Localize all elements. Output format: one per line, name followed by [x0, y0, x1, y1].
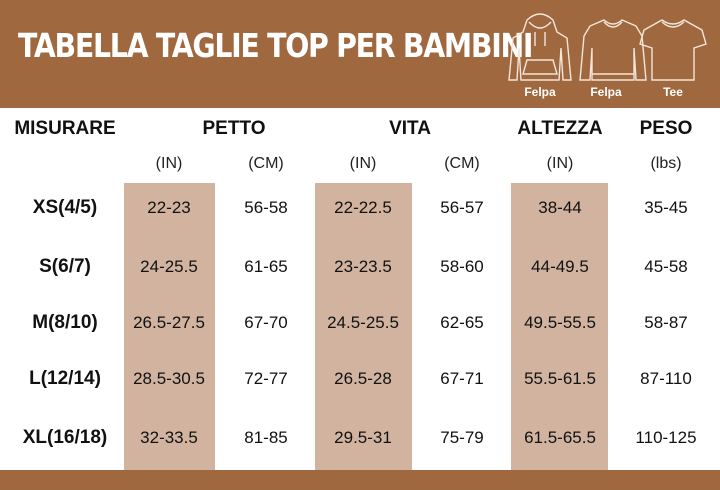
shaded-column-petto-in: [124, 183, 215, 470]
size-label: L(12/14): [29, 368, 101, 389]
table-cell: 26.5-28: [334, 369, 392, 388]
table-cell: 26.5-27.5: [133, 313, 205, 332]
table-cell: 32-33.5: [140, 428, 198, 447]
table-cell: 35-45: [644, 198, 688, 217]
table-cell: 56-57: [440, 198, 484, 217]
table-cell: 87-110: [640, 369, 692, 388]
table-cell: 24.5-25.5: [327, 313, 399, 332]
chart-title: TABELLA TAGLIE TOP PER BAMBINI: [18, 26, 533, 65]
size-label: XL(16/18): [22, 427, 108, 448]
table-cell: 58-60: [440, 257, 484, 276]
table-cell: 61-65: [244, 257, 288, 276]
table-cell: 38-44: [538, 198, 582, 217]
table-cell: 22-22.5: [334, 198, 392, 217]
column-header: MISURARE: [14, 118, 116, 139]
table-cell: 55.5-61.5: [524, 369, 596, 388]
shaded-column-altezza-in: [511, 183, 608, 470]
table-cell: 110-125: [635, 428, 697, 447]
table-cell: 67-71: [440, 369, 484, 388]
table-cell: 61.5-65.5: [524, 428, 596, 447]
table-cell: 67-70: [244, 313, 288, 332]
unit-label: (CM): [248, 155, 284, 172]
table-cell: 22-23: [147, 198, 191, 217]
hoodie-icon: [508, 13, 572, 81]
table-cell: 23-23.5: [334, 257, 392, 276]
size-label: M(8/10): [32, 312, 98, 333]
table-cell: 81-85: [244, 428, 288, 447]
size-label: XS(4/5): [32, 197, 98, 218]
header-banner: TABELLA TAGLIE TOP PER BAMBINI Felpa Fel…: [0, 0, 720, 108]
tshirt-icon: [639, 19, 707, 81]
unit-label: (CM): [444, 155, 480, 172]
unit-label: (lbs): [650, 155, 682, 172]
column-header: VITA: [389, 118, 431, 139]
garment-label: Felpa: [524, 85, 556, 99]
column-header: PESO: [639, 118, 693, 139]
sweatshirt-icon: [579, 19, 647, 81]
table-cell: 45-58: [644, 257, 688, 276]
unit-label: (IN): [546, 155, 574, 172]
size-label: S(6/7): [39, 256, 91, 277]
unit-label: (IN): [349, 155, 377, 172]
garment-label: Tee: [663, 85, 683, 99]
garment-label: Felpa: [590, 85, 622, 99]
table-cell: 28.5-30.5: [133, 369, 205, 388]
table-cell: 24-25.5: [140, 257, 198, 276]
table-cell: 72-77: [244, 369, 288, 388]
shaded-column-vita-in: [315, 183, 412, 470]
table-cell: 44-49.5: [531, 257, 589, 276]
table-cell: 56-58: [244, 198, 288, 217]
unit-label: (IN): [155, 155, 183, 172]
footer-bar: [0, 470, 720, 490]
column-header: PETTO: [202, 118, 266, 139]
table-cell: 58-87: [644, 313, 688, 332]
table-cell: 75-79: [440, 428, 484, 447]
table-cell: 29.5-31: [334, 428, 392, 447]
table-cell: 49.5-55.5: [524, 313, 596, 332]
column-header: ALTEZZA: [517, 118, 603, 139]
table-cell: 62-65: [440, 313, 484, 332]
